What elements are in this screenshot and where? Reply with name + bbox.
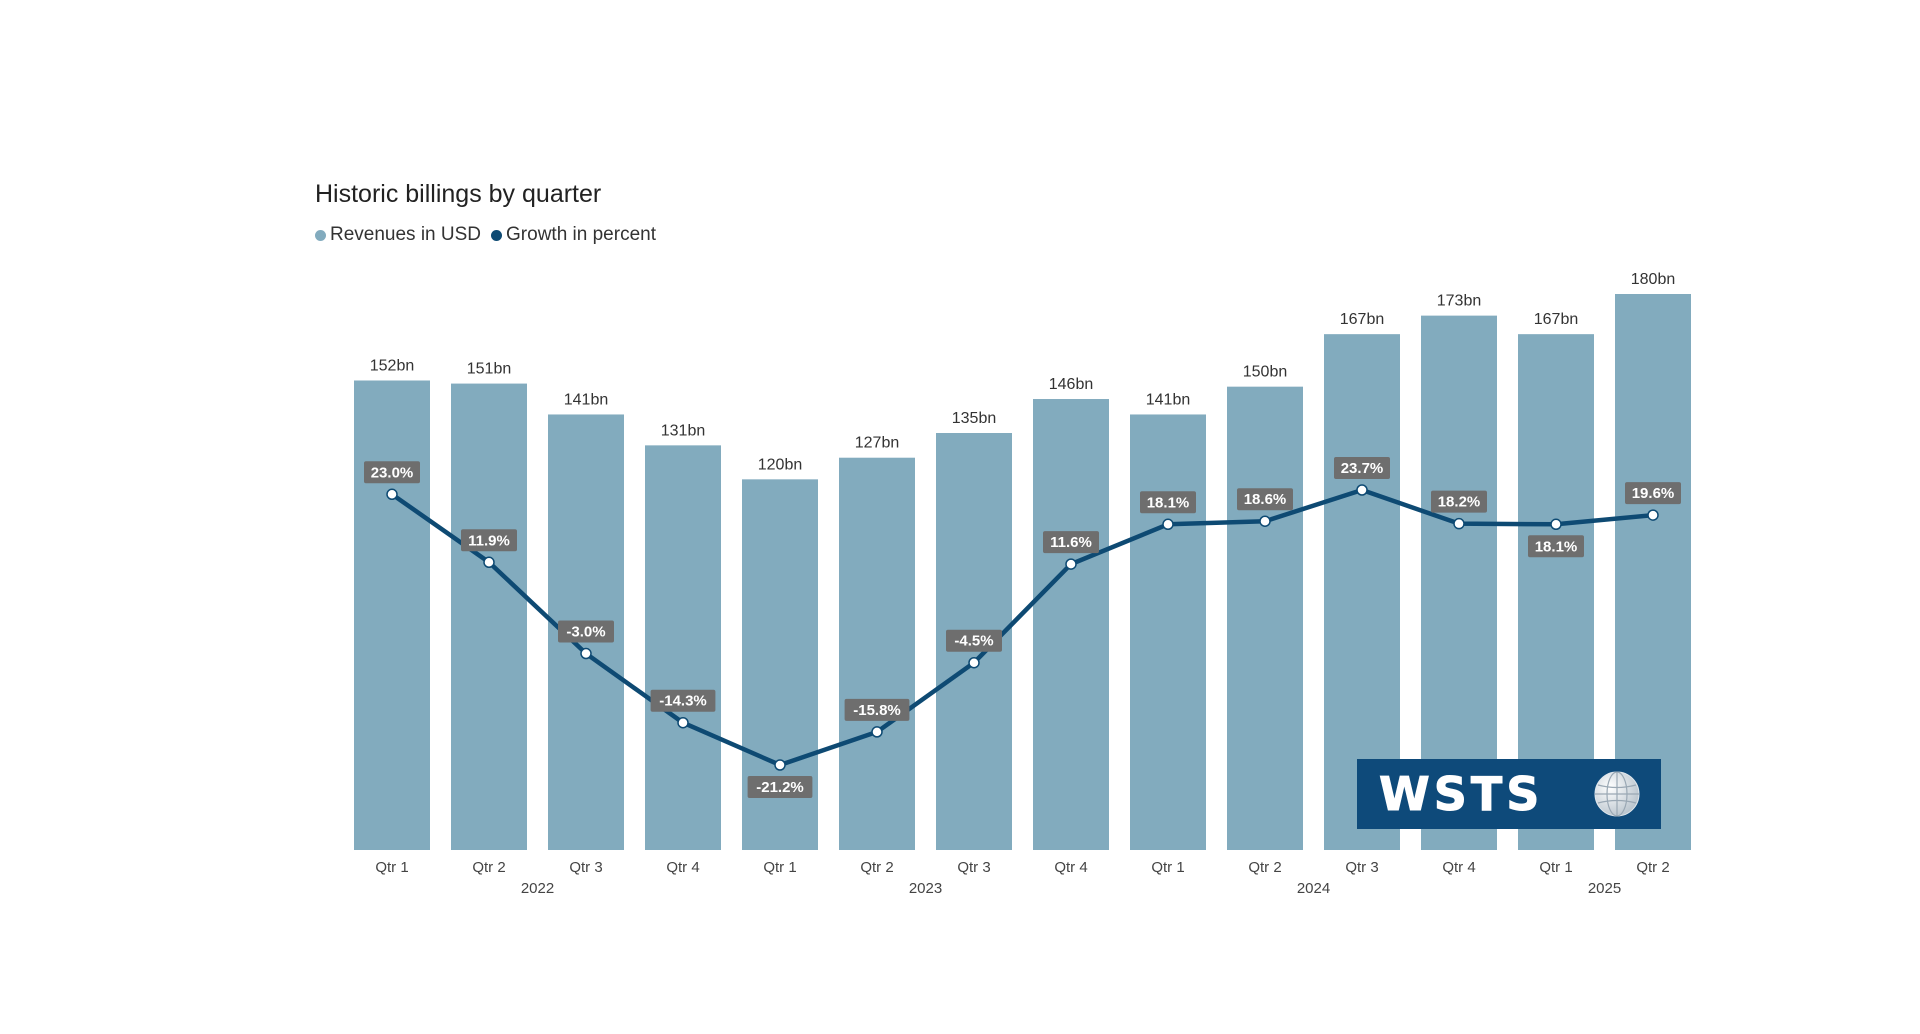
growth-label: 23.0% <box>371 464 414 481</box>
growth-point[interactable] <box>1356 484 1368 496</box>
growth-label: 11.6% <box>1050 534 1092 551</box>
growth-point[interactable] <box>1647 509 1659 521</box>
revenue-bar-label: 131bn <box>661 422 706 439</box>
globe-icon <box>1594 771 1640 817</box>
growth-label-box <box>747 776 813 798</box>
growth-label: 18.1% <box>1535 538 1578 555</box>
growth-label-box <box>1237 488 1293 511</box>
growth-label-box <box>1140 491 1196 514</box>
x-tick-label: Qtr 1 <box>1151 859 1184 876</box>
revenue-bar-label: 152bn <box>370 357 415 374</box>
growth-label: 18.1% <box>1147 494 1190 511</box>
growth-point[interactable] <box>1162 518 1174 531</box>
x-tick-label: Qtr 2 <box>472 859 505 876</box>
growth-label-box <box>946 629 1002 652</box>
growth-label: -15.8% <box>853 702 901 719</box>
x-tick-label: Qtr 1 <box>375 859 408 876</box>
growth-label: 19.6% <box>1632 485 1675 502</box>
growth-point[interactable] <box>871 726 883 738</box>
x-year-label: 2022 <box>521 880 554 897</box>
revenue-bar-label: 150bn <box>1243 364 1288 381</box>
chart-legend: Revenues in USD Growth in percent <box>315 224 666 246</box>
revenue-bar-label: 167bn <box>1340 311 1385 328</box>
legend-item-revenues[interactable]: Revenues in USD <box>315 224 481 246</box>
growth-point[interactable] <box>1259 515 1271 527</box>
revenue-bar-label: 141bn <box>1146 391 1191 408</box>
chart-title: Historic billings by quarter <box>315 180 602 208</box>
revenue-bar[interactable] <box>645 445 721 850</box>
growth-label-box <box>1625 482 1681 505</box>
logo-text: WSTS <box>1378 767 1544 821</box>
legend-marker-growth <box>491 229 503 241</box>
revenue-bar[interactable] <box>1615 294 1691 850</box>
growth-label-box <box>1043 531 1099 554</box>
growth-point[interactable] <box>386 488 398 501</box>
growth-label: -14.3% <box>659 693 707 710</box>
x-tick-label: Qtr 4 <box>1442 859 1475 876</box>
revenue-bar-label: 141bn <box>564 391 609 408</box>
growth-label-box <box>1334 457 1390 479</box>
x-year-label: 2025 <box>1588 880 1621 897</box>
growth-point[interactable] <box>1550 518 1562 531</box>
growth-label-box <box>558 620 614 643</box>
x-tick-label: Qtr 2 <box>860 859 893 876</box>
growth-label-box <box>844 698 910 721</box>
wsts-logo: WSTS <box>1357 759 1661 829</box>
revenue-bar-label: 135bn <box>952 410 997 427</box>
growth-point[interactable] <box>1453 517 1465 530</box>
legend-marker-revenues <box>315 229 326 241</box>
revenue-bar-label: 120bn <box>758 456 803 473</box>
growth-point[interactable] <box>1065 558 1077 570</box>
x-tick-label: Qtr 4 <box>1054 859 1087 876</box>
growth-label: -4.5% <box>954 633 993 650</box>
growth-label: 11.9% <box>468 532 510 549</box>
growth-label: 18.6% <box>1244 491 1287 508</box>
growth-label: 18.2% <box>1438 494 1481 511</box>
revenue-bar-label: 146bn <box>1049 376 1094 393</box>
revenue-bar-label: 173bn <box>1437 293 1482 310</box>
revenue-bar[interactable] <box>1130 414 1206 850</box>
revenue-bar[interactable] <box>839 457 915 850</box>
revenue-bar[interactable] <box>451 383 527 850</box>
x-tick-label: Qtr 3 <box>569 859 602 876</box>
growth-point[interactable] <box>580 647 592 660</box>
growth-label-box <box>1528 535 1584 558</box>
x-axis: Qtr 1 Qtr 2 Qtr 3 Qtr 4 Qtr 1 Qtr 2 Qtr 3 Qtr 4… <box>375 859 1669 897</box>
growth-label: 23.7% <box>1341 460 1384 477</box>
revenue-bar-label: 127bn <box>855 435 900 452</box>
x-tick-label: Qtr 3 <box>957 859 990 876</box>
growth-point[interactable] <box>968 656 980 669</box>
growth-label-box <box>461 529 517 552</box>
growth-point[interactable] <box>483 556 495 569</box>
growth-line <box>389 487 1656 768</box>
growth-label-box <box>650 689 716 712</box>
bar-labels-layer: 152bn 151bn 141bn 131bn 120bn 127bn 135bn 146bn… <box>370 271 1676 473</box>
x-tick-label: Qtr 4 <box>666 859 699 876</box>
x-tick-label: Qtr 2 <box>1248 859 1281 876</box>
revenue-bar-label: 167bn <box>1534 311 1579 328</box>
x-tick-label: Qtr 2 <box>1636 859 1669 876</box>
x-year-label: 2024 <box>1297 880 1330 897</box>
revenue-bar[interactable] <box>1227 386 1303 850</box>
revenue-bar-label: 151bn <box>467 361 512 378</box>
growth-label: -3.0% <box>566 624 605 641</box>
legend-label-growth: Growth in percent <box>506 224 656 245</box>
growth-line-layer: 23.0% 11.9% -3.0% -14.3% -21.2% -15.8% -4.5% 11… <box>364 457 1681 798</box>
growth-label-box <box>1431 490 1487 513</box>
revenue-bar-label: 180bn <box>1631 271 1676 288</box>
growth-label-box <box>364 461 420 484</box>
x-tick-label: Qtr 3 <box>1345 859 1378 876</box>
revenue-bar[interactable] <box>1033 399 1109 850</box>
growth-point[interactable] <box>677 716 689 729</box>
legend-item-growth[interactable]: Growth in percent <box>491 224 656 246</box>
x-year-label: 2023 <box>909 880 942 897</box>
growth-point[interactable] <box>774 759 786 771</box>
legend-label-revenues: Revenues in USD <box>330 224 482 245</box>
growth-label: -21.2% <box>756 779 804 796</box>
revenue-bar[interactable] <box>354 380 430 850</box>
x-tick-label: Qtr 1 <box>763 859 796 876</box>
x-tick-label: Qtr 1 <box>1539 859 1572 876</box>
